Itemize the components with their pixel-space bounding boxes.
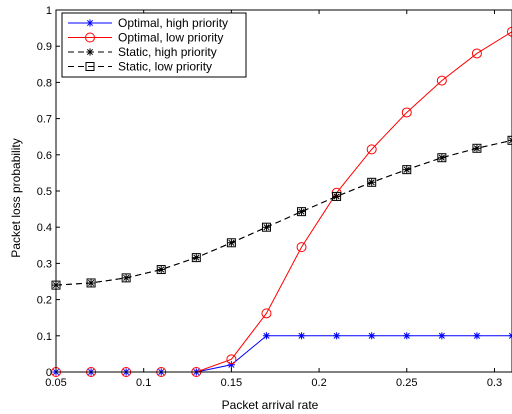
data-point [157, 265, 165, 274]
data-point [366, 144, 377, 155]
data-point [507, 26, 512, 37]
data-point [296, 242, 307, 253]
legend-label: Static, high priority [118, 45, 217, 59]
y-tick-label: 0 [46, 367, 52, 379]
data-point [402, 165, 412, 175]
y-tick-label: 0.5 [37, 186, 52, 198]
y-tick-label: 0.7 [37, 114, 52, 126]
data-point [191, 253, 201, 263]
data-point [507, 135, 512, 145]
x-axis-label: Packet arrival rate [222, 398, 319, 412]
legend-box [61, 12, 247, 78]
data-point [438, 332, 446, 340]
x-tick-label: 0.15 [221, 377, 242, 389]
data-point [473, 332, 481, 340]
data-point [227, 361, 235, 369]
data-point [368, 332, 376, 340]
data-point [86, 278, 96, 288]
data-point [297, 208, 306, 216]
y-tick-label: 0.2 [37, 295, 52, 307]
data-point [226, 354, 237, 365]
legend-item-4: Static, low priority [68, 60, 212, 74]
data-point [471, 48, 482, 59]
data-point [367, 177, 377, 187]
data-point [472, 143, 482, 153]
x-tick-label: 0.25 [396, 377, 417, 389]
legend-marker [85, 32, 95, 43]
series-line [55, 139, 512, 286]
x-tick-label: 0.1 [136, 377, 151, 389]
data-point [333, 332, 341, 340]
legend-label: Optimal, high priority [118, 16, 228, 30]
legend-marker [86, 19, 94, 27]
legend-item-2: Optimal, low priority [68, 31, 223, 45]
y-tick-label: 0.8 [37, 77, 52, 89]
data-point [262, 332, 271, 340]
data-point [261, 308, 272, 319]
x-tick-label: 0.2 [311, 377, 326, 389]
data-point [438, 154, 446, 162]
data-point [297, 332, 306, 340]
legend-label: Optimal, low priority [118, 31, 223, 45]
y-tick-label: 0.6 [37, 150, 52, 162]
y-tick-label: 1 [46, 5, 52, 17]
series-4 [51, 135, 512, 290]
data-point [156, 265, 166, 275]
legend-marker [85, 62, 95, 71]
y-tick-label: 0.3 [37, 258, 52, 270]
x-tick-label: 0.05 [45, 377, 66, 389]
data-point [333, 192, 341, 201]
y-tick-label: 0.4 [37, 222, 52, 234]
data-point [121, 273, 131, 283]
data-point [401, 107, 412, 118]
legend-label: Static, low priority [118, 60, 212, 74]
data-point [226, 238, 236, 248]
axes-layer: 0.05 0.1 0.15 0.2 0.25 0.3 0 0.1 0.2 0.3 0.4 0.5 0.6… [37, 5, 512, 389]
y-tick-label: 0.1 [37, 331, 52, 343]
data-point [436, 75, 447, 86]
data-point [261, 222, 271, 232]
y-axis-label: Packet loss probability [9, 138, 23, 257]
legend-item-1: Optimal, high priority [68, 16, 228, 30]
legend-item-3: Static, high priority [68, 45, 217, 59]
data-point [403, 332, 411, 340]
data-point [297, 207, 307, 217]
y-tick-label: 0.9 [37, 41, 52, 53]
data-point [332, 191, 342, 201]
data-point [437, 153, 447, 163]
legend-marker [86, 48, 94, 56]
x-tick-label: 0.3 [487, 377, 502, 389]
